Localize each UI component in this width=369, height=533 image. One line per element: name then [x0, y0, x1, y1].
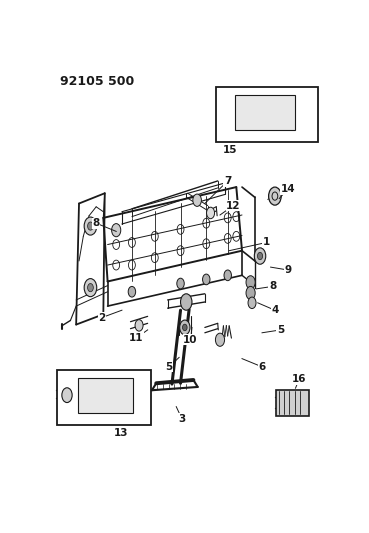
Text: 15: 15 [223, 145, 237, 155]
Circle shape [111, 224, 121, 237]
Circle shape [128, 286, 136, 297]
Bar [216, 86, 318, 142]
Bar [57, 370, 151, 425]
Circle shape [258, 252, 263, 260]
Circle shape [180, 294, 192, 310]
Circle shape [248, 297, 256, 309]
Text: 4: 4 [271, 305, 279, 315]
Circle shape [246, 286, 255, 300]
Text: 1: 1 [263, 238, 270, 247]
Circle shape [135, 320, 143, 331]
Circle shape [177, 278, 184, 289]
Text: 8: 8 [269, 281, 276, 292]
Circle shape [87, 284, 93, 292]
Text: 13: 13 [113, 429, 128, 439]
Circle shape [246, 276, 255, 289]
Bar [79, 378, 133, 413]
Text: 3: 3 [178, 414, 186, 424]
Text: 5: 5 [165, 362, 173, 372]
Text: 7: 7 [224, 176, 231, 186]
Bar [235, 95, 295, 130]
Circle shape [254, 248, 266, 264]
Text: 9: 9 [284, 265, 292, 275]
Bar [276, 390, 309, 416]
Circle shape [183, 324, 187, 330]
Text: 14: 14 [280, 184, 295, 194]
Circle shape [215, 333, 225, 346]
Text: 2: 2 [98, 312, 106, 322]
Circle shape [269, 187, 281, 205]
Text: 92105 500: 92105 500 [61, 75, 135, 88]
Text: 16: 16 [292, 374, 307, 384]
Circle shape [203, 274, 210, 285]
Text: 6: 6 [258, 362, 266, 372]
Circle shape [224, 270, 231, 281]
Circle shape [180, 320, 190, 335]
Circle shape [87, 222, 93, 230]
Circle shape [84, 279, 97, 297]
Circle shape [207, 207, 214, 219]
Text: 5: 5 [277, 325, 284, 335]
Text: 11: 11 [129, 333, 144, 343]
Text: 8: 8 [93, 218, 100, 228]
Circle shape [62, 388, 72, 402]
Circle shape [193, 194, 201, 206]
Text: 10: 10 [183, 335, 198, 345]
Text: 12: 12 [226, 200, 241, 211]
Circle shape [84, 217, 97, 235]
